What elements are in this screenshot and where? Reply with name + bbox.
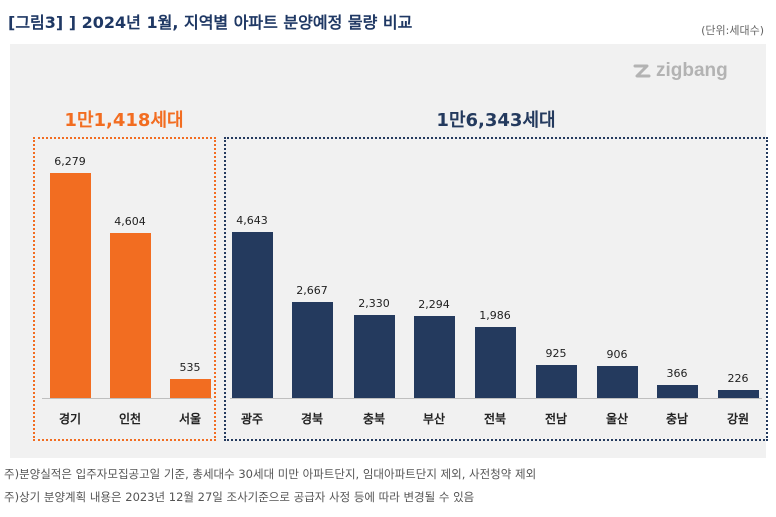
footnote-2: 주)상기 분양계획 내용은 2023년 12월 27일 조사기준으로 공급자 사… bbox=[4, 490, 475, 504]
bar-충남 bbox=[656, 384, 698, 398]
category-label: 경기 bbox=[58, 412, 82, 426]
bar-경북 bbox=[291, 302, 333, 398]
value-label: 925 bbox=[545, 346, 567, 360]
category-label: 충북 bbox=[362, 412, 386, 426]
unit-label: (단위:세대수) bbox=[701, 24, 764, 37]
value-label: 4,604 bbox=[114, 215, 146, 229]
value-label: 2,294 bbox=[418, 297, 450, 311]
category-label: 전북 bbox=[483, 412, 507, 426]
chart-title: [그림3] ] 2024년 1월, 지역별 아파트 분양예정 물량 비교 bbox=[8, 13, 413, 32]
value-label: 535 bbox=[179, 360, 201, 374]
bar-광주 bbox=[231, 231, 273, 398]
capital-total-label: 1만1,418세대 bbox=[64, 110, 184, 131]
bar-부산 bbox=[413, 315, 455, 398]
bar-인천 bbox=[109, 233, 151, 398]
capital-baseline bbox=[42, 398, 212, 399]
bar-전북 bbox=[474, 326, 516, 398]
non-capital-group-box bbox=[224, 137, 768, 441]
zigbang-logo-text: zigbang bbox=[656, 60, 728, 81]
zigbang-logo: zigbang bbox=[632, 60, 728, 82]
value-label: 1,986 bbox=[479, 308, 511, 322]
category-label: 광주 bbox=[240, 412, 264, 426]
category-label: 전남 bbox=[544, 412, 568, 426]
non-capital-baseline bbox=[230, 398, 762, 399]
capital-group-box bbox=[33, 137, 216, 441]
value-label: 906 bbox=[606, 347, 628, 361]
category-label: 서울 bbox=[178, 412, 202, 426]
bar-강원 bbox=[717, 389, 759, 398]
footnote-1: 주)분양실적은 입주자모집공고일 기준, 총세대수 30세대 미만 아파트단지,… bbox=[4, 467, 537, 481]
non-capital-total-label: 1만6,343세대 bbox=[436, 110, 556, 131]
value-label: 2,667 bbox=[296, 284, 328, 298]
bar-서울 bbox=[169, 378, 211, 398]
value-label: 2,330 bbox=[358, 296, 390, 310]
value-label: 366 bbox=[666, 366, 688, 380]
bar-충북 bbox=[353, 314, 395, 398]
category-label: 충남 bbox=[665, 412, 689, 426]
category-label: 경북 bbox=[300, 412, 324, 426]
zigbang-logo-icon bbox=[633, 64, 651, 78]
value-label: 4,643 bbox=[236, 213, 268, 227]
bar-전남 bbox=[535, 364, 577, 398]
category-label: 인천 bbox=[118, 412, 142, 426]
value-label: 226 bbox=[727, 371, 749, 385]
category-label: 강원 bbox=[726, 412, 750, 426]
category-label: 울산 bbox=[605, 412, 629, 426]
bar-경기 bbox=[49, 173, 91, 398]
bar-울산 bbox=[596, 365, 638, 398]
value-label: 6,279 bbox=[54, 155, 86, 168]
category-label: 부산 bbox=[422, 412, 446, 426]
